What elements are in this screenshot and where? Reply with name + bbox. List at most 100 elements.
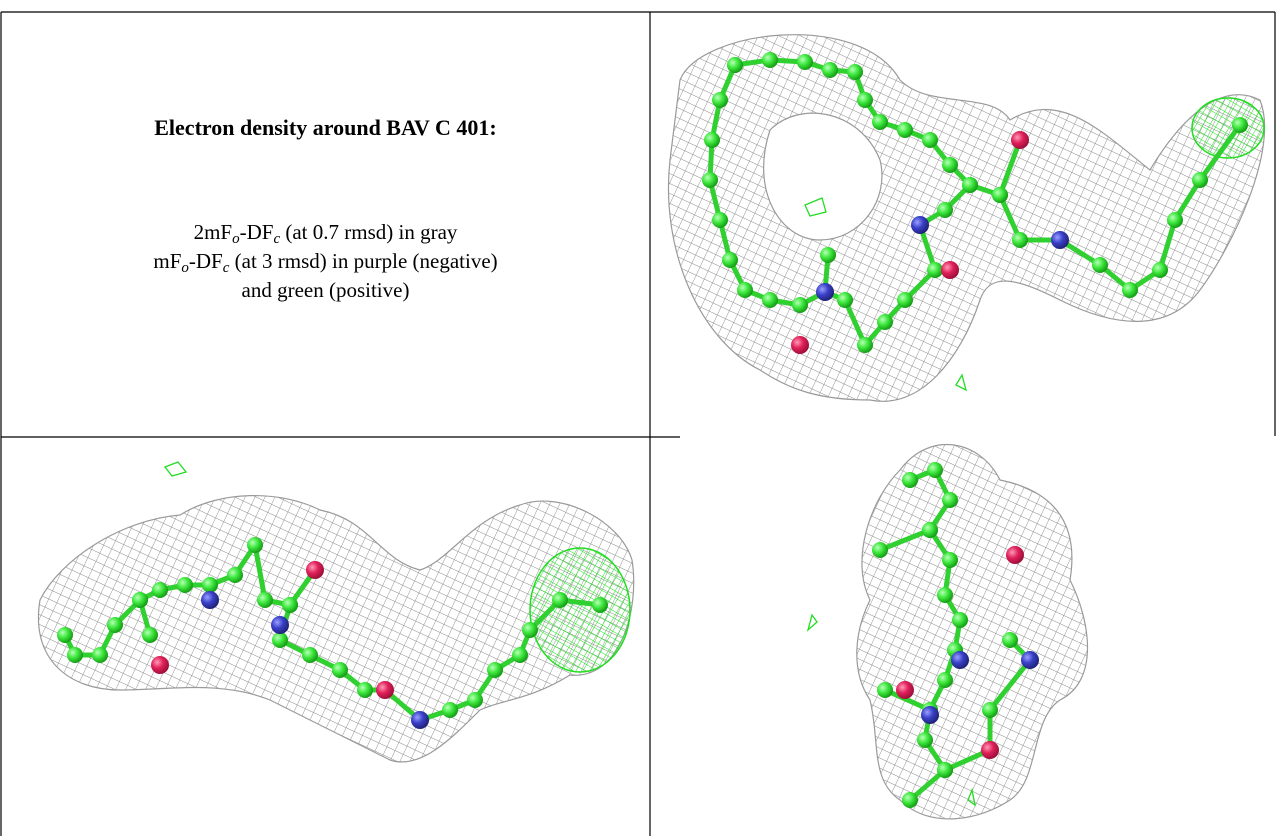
- caption-line: and green (positive): [2, 276, 649, 305]
- atom: [92, 647, 108, 663]
- atom: [132, 592, 148, 608]
- atom: [306, 561, 324, 579]
- atom: [702, 172, 718, 188]
- atom: [921, 706, 939, 724]
- atom: [927, 262, 943, 278]
- atom: [177, 577, 193, 593]
- atom: [981, 741, 999, 759]
- atom: [152, 582, 168, 598]
- atom: [837, 292, 853, 308]
- atom: [951, 651, 969, 669]
- atom: [282, 597, 298, 613]
- atom: [937, 587, 953, 603]
- positive-density: [530, 548, 630, 672]
- text: -DF: [240, 220, 274, 244]
- atom: [727, 57, 743, 73]
- atom: [992, 187, 1008, 203]
- atom: [1012, 232, 1028, 248]
- atom: [1021, 651, 1039, 669]
- atom: [1006, 546, 1024, 564]
- atom: [332, 662, 348, 678]
- atom: [202, 577, 218, 593]
- density-fragment: [956, 375, 966, 390]
- atom: [962, 177, 978, 193]
- atom: [792, 297, 808, 313]
- atom: [1092, 257, 1108, 273]
- text: (at 0.7 rmsd) in gray: [280, 220, 457, 244]
- atom: [922, 132, 938, 148]
- atom: [107, 617, 123, 633]
- atom: [1192, 172, 1208, 188]
- text: 2mF: [194, 220, 233, 244]
- atom: [1002, 632, 1018, 648]
- atom: [522, 622, 538, 638]
- atom: [762, 292, 778, 308]
- atom: [1051, 231, 1069, 249]
- atom: [592, 597, 608, 613]
- text: -DF: [189, 249, 223, 273]
- atom: [247, 537, 263, 553]
- atom: [411, 711, 429, 729]
- atom: [922, 522, 938, 538]
- atom: [797, 54, 813, 70]
- atom: [942, 552, 958, 568]
- atom: [952, 612, 968, 628]
- atom: [847, 64, 863, 80]
- caption-line: 2mFo-DFc (at 0.7 rmsd) in gray: [2, 218, 649, 247]
- atom: [1232, 117, 1248, 133]
- atom: [982, 702, 998, 718]
- atom: [142, 627, 158, 643]
- subscript: o: [232, 231, 240, 247]
- text: mF: [153, 249, 181, 273]
- page: Electron density figure {"caption": {"ti…: [0, 0, 1276, 837]
- atom: [896, 681, 914, 699]
- atom: [376, 681, 394, 699]
- atom: [820, 247, 836, 263]
- atom: [872, 114, 888, 130]
- density-fragment: [165, 462, 186, 476]
- atom: [902, 792, 918, 808]
- atom: [552, 592, 568, 608]
- atom: [937, 762, 953, 778]
- atom: [442, 702, 458, 718]
- atom: [937, 202, 953, 218]
- atom: [737, 282, 753, 298]
- atom: [762, 52, 778, 68]
- atom: [857, 337, 873, 353]
- atom: [1167, 212, 1183, 228]
- atom: [1011, 131, 1029, 149]
- atom: [272, 632, 288, 648]
- atom: [712, 212, 728, 228]
- atom: [227, 567, 243, 583]
- atom: [271, 616, 289, 634]
- density-fragment: [805, 198, 826, 216]
- atom: [302, 647, 318, 663]
- atom: [357, 682, 373, 698]
- atom: [872, 542, 888, 558]
- atom: [151, 656, 169, 674]
- atom: [897, 122, 913, 138]
- atom: [911, 216, 929, 234]
- atom: [791, 336, 809, 354]
- atom: [877, 682, 893, 698]
- atom: [201, 591, 219, 609]
- density-mesh: [857, 445, 1088, 819]
- atom: [57, 627, 73, 643]
- atom: [712, 92, 728, 108]
- atom: [1152, 262, 1168, 278]
- atom: [816, 283, 834, 301]
- density-fragment: [808, 615, 817, 630]
- atom: [1122, 282, 1138, 298]
- atom: [877, 314, 893, 330]
- atom: [917, 732, 933, 748]
- atom: [941, 261, 959, 279]
- atom: [487, 662, 503, 678]
- page-body: Electron density around BAV C 401: 2mFo-…: [0, 0, 1276, 837]
- atom: [942, 157, 958, 173]
- atom: [897, 292, 913, 308]
- atom: [927, 462, 943, 478]
- subscript: o: [181, 260, 189, 276]
- text: and green (positive): [242, 278, 410, 302]
- atom: [467, 692, 483, 708]
- caption-title: Electron density around BAV C 401:: [2, 115, 649, 141]
